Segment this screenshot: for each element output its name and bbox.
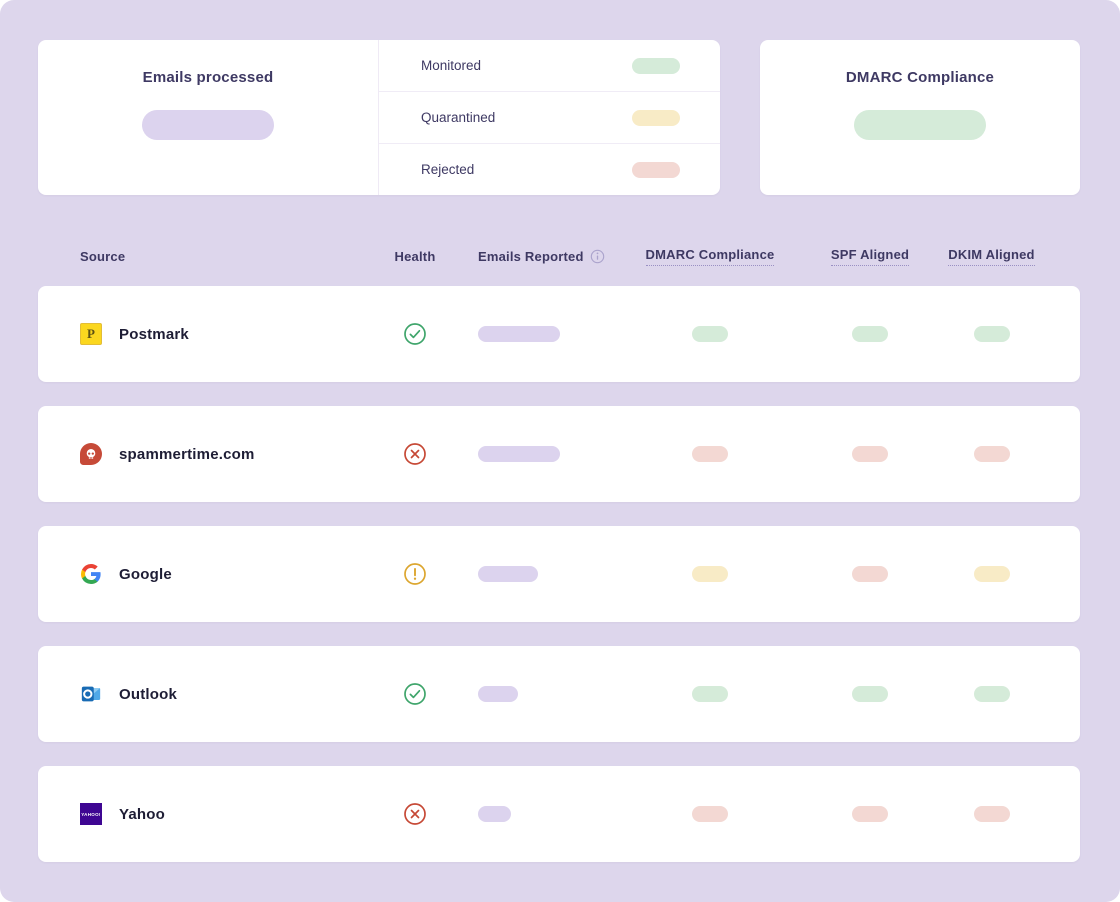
dkim-aligned-pill	[973, 686, 1010, 702]
column-header-health: Health	[394, 248, 436, 264]
source-label: Yahoo	[119, 805, 166, 823]
spf-aligned-pill	[852, 566, 888, 582]
emails-reported-label: Emails Reported	[478, 248, 584, 264]
spf-aligned-pill	[852, 446, 888, 462]
dkim-header-label: DKIM Aligned	[948, 247, 1035, 266]
dkim-aligned-cell	[945, 566, 1038, 582]
dmarc-compliance-cell	[625, 446, 795, 462]
breakdown-label: Rejected	[421, 162, 475, 177]
x-circle-icon	[370, 802, 460, 826]
breakdown-row-quarantined: Quarantined	[379, 92, 720, 144]
table-header: Source Health Emails Reported DMARC Comp…	[38, 240, 1080, 272]
sources-table: P Postmark spammertime.com	[38, 286, 1080, 862]
source-cell: Outlook	[80, 683, 370, 705]
spf-aligned-pill	[852, 326, 888, 342]
table-row[interactable]: YAHOO! Yahoo	[38, 766, 1080, 862]
dkim-aligned-cell	[945, 446, 1038, 462]
table-row[interactable]: Outlook	[38, 646, 1080, 742]
source-label: Outlook	[119, 685, 178, 703]
column-header-dmarc-compliance[interactable]: DMARC Compliance	[625, 247, 795, 266]
check-circle-icon	[370, 322, 460, 346]
column-header-spf-aligned[interactable]: SPF Aligned	[795, 247, 945, 266]
dmarc-compliance-pill	[692, 686, 728, 702]
source-cell: P Postmark	[80, 323, 370, 345]
source-label: spammertime.com	[119, 445, 255, 463]
column-header-source: Source	[80, 248, 126, 264]
check-circle-icon	[370, 682, 460, 706]
breakdown-value-pill	[632, 161, 680, 178]
outlook-icon	[80, 683, 102, 705]
dkim-aligned-cell	[945, 686, 1038, 702]
dmarc-header-label: DMARC Compliance	[645, 247, 775, 266]
dmarc-compliance-card: DMARC Compliance	[760, 40, 1080, 195]
source-label: Google	[119, 565, 172, 583]
spf-aligned-pill	[852, 806, 888, 822]
source-label: Postmark	[119, 325, 189, 343]
emails-reported-cell	[460, 806, 625, 822]
dmarc-compliance-pill	[692, 566, 728, 582]
spammertime-icon	[80, 443, 102, 465]
emails-reported-pill	[478, 446, 560, 462]
x-circle-icon	[370, 442, 460, 466]
table-row[interactable]: P Postmark	[38, 286, 1080, 382]
breakdown-label: Quarantined	[421, 110, 496, 125]
postmark-icon: P	[80, 323, 102, 345]
emails-processed-card: Emails processed Monitored Quarantined R…	[38, 40, 720, 195]
column-header-dkim-aligned[interactable]: DKIM Aligned	[945, 247, 1038, 266]
spf-aligned-cell	[795, 686, 945, 702]
dmarc-compliance-cell	[625, 326, 795, 342]
emails-reported-cell	[460, 326, 625, 342]
dkim-aligned-cell	[945, 806, 1038, 822]
dkim-aligned-cell	[945, 326, 1038, 342]
spf-header-label: SPF Aligned	[830, 247, 910, 266]
dmarc-compliance-value-pill	[854, 110, 986, 140]
dmarc-compliance-cell	[625, 566, 795, 582]
yahoo-icon: YAHOO!	[80, 803, 102, 825]
dkim-aligned-pill	[973, 566, 1010, 582]
emails-reported-cell	[460, 446, 625, 462]
emails-breakdown-list: Monitored Quarantined Rejected	[379, 40, 720, 195]
column-header-emails-reported: Emails Reported	[460, 249, 625, 264]
alert-circle-icon	[370, 562, 460, 586]
source-cell: Google	[80, 563, 370, 585]
source-cell: YAHOO! Yahoo	[80, 803, 370, 825]
emails-reported-pill	[478, 806, 511, 822]
dkim-aligned-pill	[973, 326, 1010, 342]
source-cell: spammertime.com	[80, 443, 370, 465]
spf-aligned-cell	[795, 446, 945, 462]
emails-reported-pill	[478, 326, 560, 342]
dmarc-compliance-cell	[625, 806, 795, 822]
table-row[interactable]: Google	[38, 526, 1080, 622]
breakdown-label: Monitored	[421, 58, 482, 73]
table-row[interactable]: spammertime.com	[38, 406, 1080, 502]
dmarc-compliance-pill	[692, 446, 728, 462]
emails-reported-pill	[478, 686, 518, 702]
dmarc-compliance-pill	[692, 806, 728, 822]
emails-reported-cell	[460, 686, 625, 702]
dkim-aligned-pill	[973, 446, 1010, 462]
dmarc-compliance-cell	[625, 686, 795, 702]
dmarc-compliance-pill	[692, 326, 728, 342]
emails-processed-value-pill	[142, 110, 274, 140]
breakdown-value-pill	[632, 109, 680, 126]
spf-aligned-cell	[795, 566, 945, 582]
spf-aligned-pill	[852, 686, 888, 702]
summary-section: Emails processed Monitored Quarantined R…	[38, 40, 1080, 195]
breakdown-row-monitored: Monitored	[379, 40, 720, 92]
emails-processed-title: Emails processed	[142, 69, 274, 86]
emails-reported-pill	[478, 566, 538, 582]
info-icon[interactable]	[590, 249, 605, 264]
spf-aligned-cell	[795, 326, 945, 342]
breakdown-row-rejected: Rejected	[379, 144, 720, 195]
emails-processed-pane: Emails processed	[38, 40, 379, 195]
dkim-aligned-pill	[973, 806, 1010, 822]
emails-reported-cell	[460, 566, 625, 582]
google-icon	[80, 563, 102, 585]
dmarc-compliance-title: DMARC Compliance	[845, 69, 995, 86]
breakdown-value-pill	[632, 57, 680, 74]
spf-aligned-cell	[795, 806, 945, 822]
